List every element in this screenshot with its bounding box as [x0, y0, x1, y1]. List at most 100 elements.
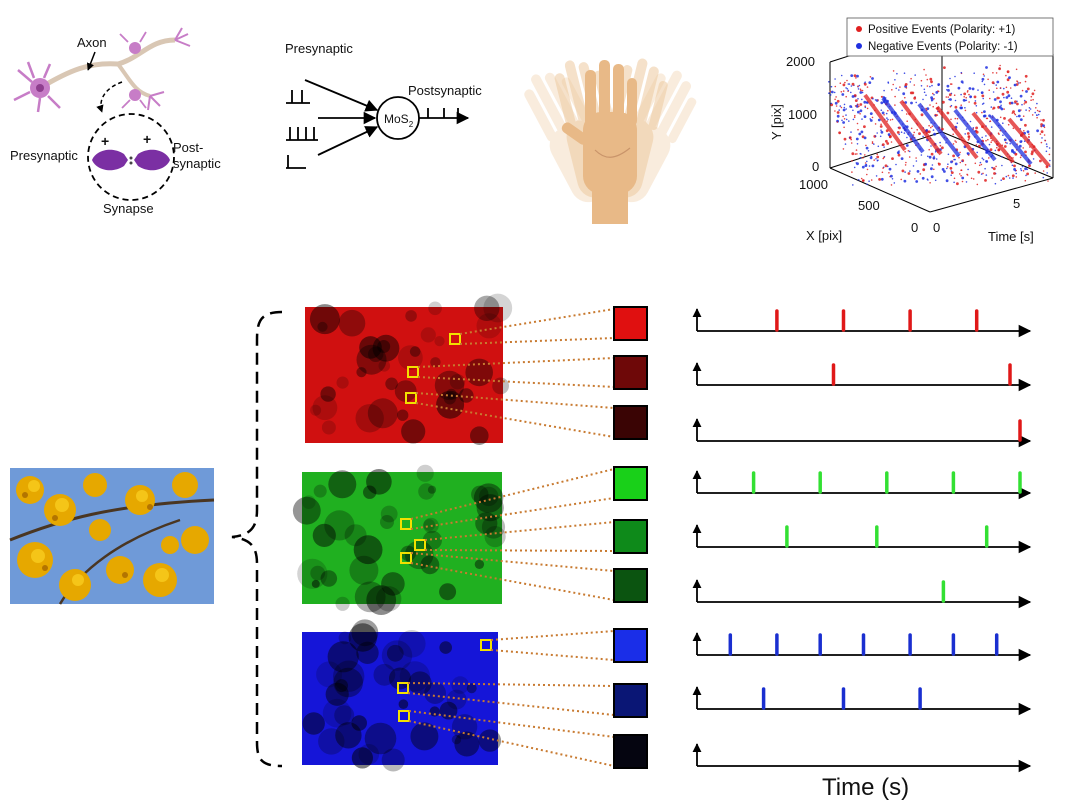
image-texture	[297, 558, 328, 589]
event-point	[956, 122, 959, 124]
event-point	[864, 162, 867, 164]
event-point	[871, 141, 874, 143]
event-point	[983, 110, 986, 113]
image-texture	[429, 706, 440, 717]
event-point	[1040, 141, 1043, 144]
postsynaptic-label-1: Post-	[173, 140, 203, 155]
event-point	[897, 153, 901, 157]
event-point	[828, 81, 830, 83]
event-point	[971, 87, 975, 91]
image-texture	[311, 579, 320, 588]
event-point	[859, 91, 863, 94]
event-point	[1006, 78, 1010, 82]
event-point	[910, 127, 913, 130]
synapse-label: Synapse	[103, 201, 154, 216]
event-point	[933, 93, 935, 96]
y-tick-2000: 2000	[786, 54, 815, 69]
event-point	[1012, 110, 1015, 113]
event-point	[1005, 96, 1009, 99]
event-point	[881, 143, 885, 147]
event-point	[985, 174, 988, 176]
event-point	[958, 156, 960, 159]
event-point	[857, 128, 859, 131]
event-point	[942, 100, 945, 104]
event-point	[851, 171, 853, 173]
event-point	[999, 106, 1002, 109]
pixel-link-line	[459, 308, 615, 335]
event-point	[864, 105, 866, 107]
event-point	[1002, 134, 1004, 136]
event-streak	[881, 96, 925, 154]
event-point	[1045, 143, 1048, 145]
event-point	[915, 160, 918, 162]
event-point	[950, 83, 953, 85]
event-point	[1005, 86, 1008, 89]
event-point	[867, 150, 870, 152]
event-point	[930, 175, 934, 179]
event-point	[841, 119, 843, 122]
event-point	[990, 106, 993, 108]
event-point	[954, 99, 957, 102]
event-point	[1003, 96, 1005, 99]
event-point	[840, 74, 843, 77]
image-texture	[333, 667, 364, 698]
event-point	[895, 87, 897, 90]
event-point	[961, 160, 963, 162]
event-point	[981, 94, 985, 98]
event-point	[1021, 89, 1024, 92]
image-texture	[320, 570, 338, 587]
event-point	[982, 73, 985, 76]
event-point	[1019, 118, 1023, 121]
event-point	[922, 135, 924, 138]
image-texture	[363, 485, 377, 499]
image-texture	[356, 344, 387, 375]
event-point	[967, 154, 970, 156]
event-point	[960, 175, 962, 177]
pixel-link-line	[490, 649, 615, 661]
event-point	[952, 154, 955, 158]
curly-brace	[231, 310, 283, 768]
event-point	[973, 72, 975, 74]
image-texture	[428, 301, 442, 316]
event-point	[850, 138, 852, 141]
plus-sign-left: +	[101, 133, 109, 149]
event-point	[1044, 139, 1047, 142]
event-point	[963, 96, 965, 98]
event-point	[964, 109, 967, 112]
image-texture	[397, 409, 409, 421]
event-point	[980, 173, 983, 175]
event-point	[843, 137, 847, 141]
event-point	[840, 91, 843, 93]
image-texture	[320, 386, 336, 402]
event-point	[895, 163, 897, 166]
image-texture	[335, 679, 348, 693]
event-point	[996, 80, 1000, 84]
event-point	[829, 94, 832, 96]
event-point	[968, 87, 972, 90]
event-point	[1026, 87, 1030, 91]
image-texture	[322, 698, 352, 728]
event-point	[918, 132, 921, 136]
event-point	[871, 77, 874, 80]
event-point	[908, 156, 911, 158]
event-point	[914, 96, 916, 98]
event-point	[850, 142, 853, 144]
image-texture	[409, 346, 421, 357]
pixel-selector-box	[400, 552, 412, 564]
event-point	[1021, 103, 1023, 106]
event-point	[992, 167, 996, 171]
pixel-selector-box	[397, 682, 409, 694]
event-point	[980, 163, 983, 166]
event-point	[1023, 99, 1026, 102]
event-point	[1034, 172, 1036, 174]
event-point	[990, 126, 993, 128]
event-point	[870, 155, 873, 158]
event-point	[960, 169, 962, 171]
event-point	[1041, 137, 1043, 139]
event-point	[1029, 108, 1032, 110]
event-point	[912, 165, 915, 167]
event-point	[844, 143, 847, 145]
event-point	[990, 141, 992, 143]
event-point	[883, 146, 885, 148]
event-point	[964, 99, 966, 102]
